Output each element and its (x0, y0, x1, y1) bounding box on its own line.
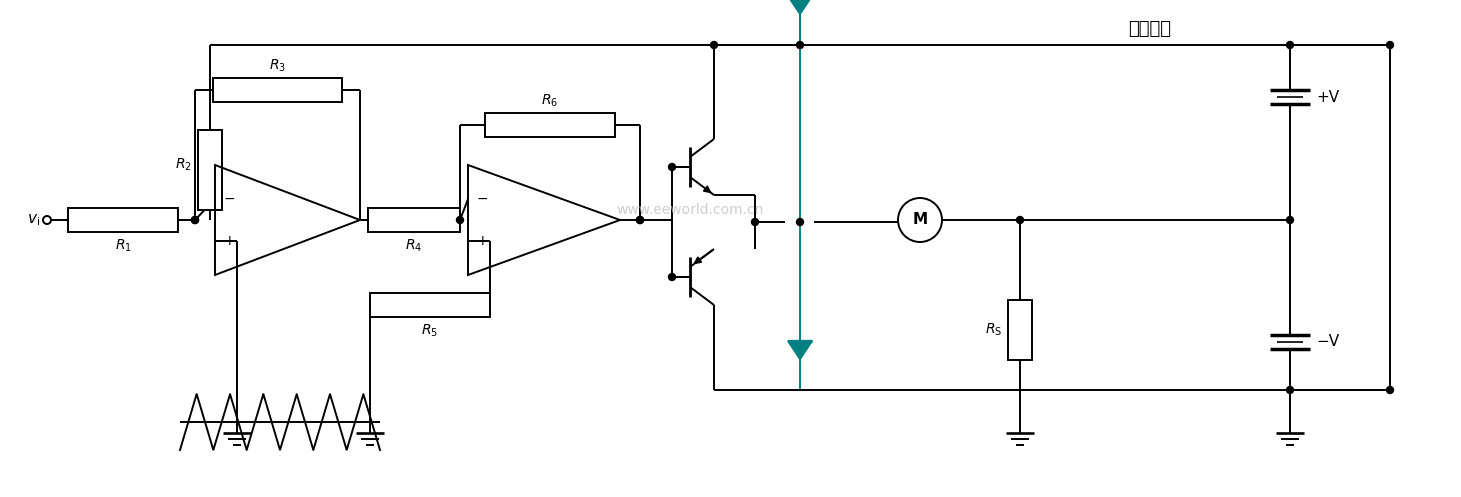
Circle shape (637, 217, 643, 224)
Circle shape (637, 217, 643, 224)
Circle shape (1287, 42, 1293, 49)
Circle shape (796, 42, 804, 49)
Text: +V: +V (1316, 89, 1340, 104)
Circle shape (710, 42, 717, 49)
Text: $R_3$: $R_3$ (269, 58, 286, 74)
Polygon shape (787, 341, 812, 359)
Text: $R_4$: $R_4$ (405, 238, 422, 254)
Circle shape (456, 217, 463, 224)
Text: www.eeworld.com.cn: www.eeworld.com.cn (617, 203, 764, 217)
Bar (368, 208, 460, 232)
Text: $R_6$: $R_6$ (542, 92, 558, 109)
Circle shape (1017, 217, 1024, 224)
Circle shape (191, 217, 199, 224)
Text: $R_5$: $R_5$ (421, 323, 438, 339)
Text: +: + (476, 234, 488, 248)
Circle shape (796, 219, 804, 226)
Text: $v_{\rm i}$: $v_{\rm i}$ (26, 212, 39, 228)
Bar (370, 293, 489, 317)
Text: M: M (913, 213, 928, 228)
Text: 电流反馈: 电流反馈 (1128, 20, 1172, 38)
Circle shape (1386, 42, 1394, 49)
Circle shape (1386, 387, 1394, 394)
Bar (213, 78, 342, 102)
Circle shape (669, 273, 675, 280)
Circle shape (1287, 217, 1293, 224)
Text: $R_1$: $R_1$ (114, 238, 131, 254)
Circle shape (669, 164, 675, 170)
Bar (485, 113, 615, 137)
Text: $R_{\rm S}$: $R_{\rm S}$ (985, 322, 1002, 338)
Polygon shape (787, 0, 812, 14)
Bar (199, 130, 222, 210)
Bar (69, 208, 178, 232)
Text: −: − (224, 192, 235, 206)
Circle shape (751, 219, 758, 226)
Text: $R_2$: $R_2$ (175, 157, 191, 173)
Circle shape (191, 217, 199, 224)
Text: −: − (476, 192, 488, 206)
Circle shape (1287, 387, 1293, 394)
Text: −V: −V (1316, 334, 1340, 349)
Text: +: + (224, 234, 235, 248)
Bar (1008, 300, 1031, 360)
